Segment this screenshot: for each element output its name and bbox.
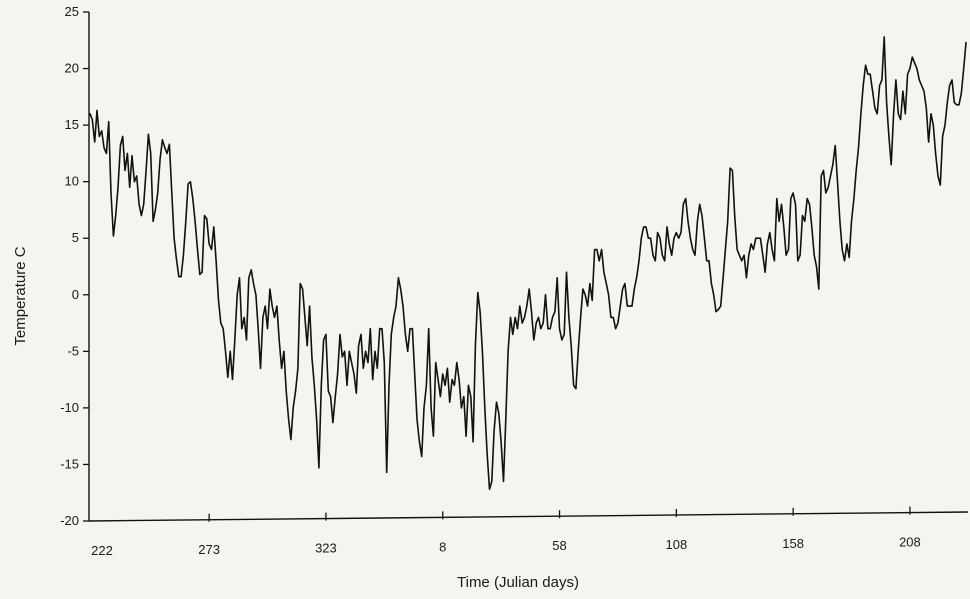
y-axis: -20 -15 -10 -5 0 5 10 15 20 25 — [60, 4, 90, 528]
y-tick-label: -5 — [67, 343, 79, 358]
y-tick-label: 5 — [72, 230, 79, 245]
x-tick-label: 158 — [782, 536, 804, 551]
y-tick-label: 0 — [72, 287, 79, 302]
x-tick-label: 208 — [899, 535, 921, 550]
x-tick-label: 58 — [552, 538, 566, 553]
y-tick-label: -10 — [60, 400, 79, 415]
x-axis-line — [88, 511, 969, 522]
y-tick-label: 25 — [65, 4, 79, 19]
x-tick-label: 8 — [439, 539, 446, 554]
y-tick-label: 15 — [65, 117, 79, 132]
x-tick-label: 108 — [665, 537, 687, 552]
x-axis: 222 273 323 8 58 108 158 208 — [88, 506, 969, 558]
y-tick-label: -15 — [60, 456, 79, 471]
y-tick-label: -20 — [60, 513, 79, 528]
series-group — [89, 36, 967, 491]
y-axis-label: Temperature C — [12, 246, 29, 345]
x-axis-label: Time (Julian days) — [457, 574, 579, 591]
y-tick-label: 20 — [65, 61, 79, 76]
x-tick-label: 273 — [198, 542, 220, 557]
y-tick-label: 10 — [65, 174, 79, 189]
x-tick-label: 323 — [315, 541, 337, 556]
temperature-series-line — [89, 36, 967, 491]
x-tick-label: 222 — [91, 543, 113, 558]
